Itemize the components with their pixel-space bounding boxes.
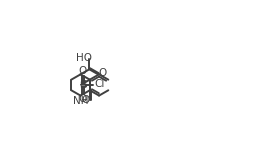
Text: S: S bbox=[79, 80, 87, 90]
Text: O: O bbox=[79, 94, 87, 104]
Text: NH: NH bbox=[73, 96, 88, 106]
Text: HO: HO bbox=[76, 53, 92, 63]
Text: O: O bbox=[98, 68, 106, 78]
Text: Cl: Cl bbox=[94, 79, 104, 89]
Text: O: O bbox=[82, 95, 90, 105]
Text: O: O bbox=[79, 66, 87, 76]
